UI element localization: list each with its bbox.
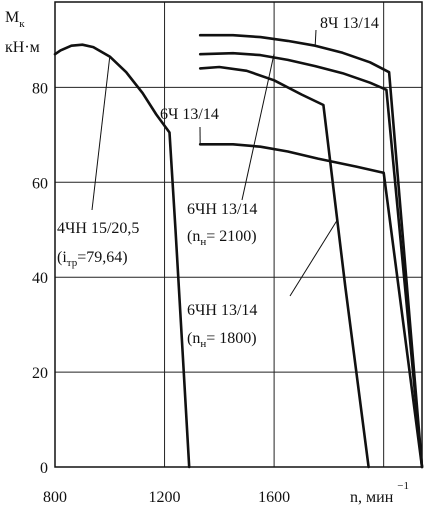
y-tick-label: 40	[32, 270, 48, 287]
label-6chn-2100-speed: (nн= 2100)	[187, 228, 257, 248]
label-6chn-2100: 6ЧН 13/14	[187, 201, 257, 218]
label-4chn-ratio: (iтр=79,64)	[57, 249, 128, 269]
leader-6chn-1800	[289, 220, 338, 297]
leader-4chn	[91, 56, 111, 211]
x-tick-label: 800	[43, 489, 67, 506]
label-6ch: 6Ч 13/14	[160, 106, 219, 123]
x-tick-label: 1600	[258, 489, 290, 506]
y-tick-label: 0	[40, 460, 48, 477]
label-6chn-1800: 6ЧН 13/14	[187, 302, 257, 319]
y-axis-title: Mк	[5, 9, 25, 30]
y-axis-unit: кН·м	[5, 39, 40, 56]
label-4chn: 4ЧН 15/20,5	[57, 220, 139, 237]
series-line-4	[198, 51, 424, 469]
series-line-1	[53, 43, 191, 469]
leader-6chn-2100	[241, 53, 275, 201]
y-tick-label: 60	[32, 175, 48, 192]
label-8ch: 8Ч 13/14	[320, 15, 379, 32]
plot-frame	[54, 1, 423, 468]
axes: 0 20 40 60 80 800 1200 1600	[32, 1, 423, 506]
label-6chn-1800-speed: (nн= 1800)	[187, 330, 257, 350]
leader-8ch	[314, 29, 317, 46]
series-group	[53, 33, 424, 469]
y-tick-label: 20	[32, 365, 48, 382]
x-axis-title: n, мин−1	[350, 480, 409, 506]
series-line-5	[198, 33, 424, 469]
y-tick-label: 80	[32, 80, 48, 97]
x-tick-label: 1200	[149, 489, 181, 506]
series-line-3	[198, 65, 370, 469]
series-line-2	[198, 143, 424, 469]
annotation-leaders	[91, 29, 338, 297]
